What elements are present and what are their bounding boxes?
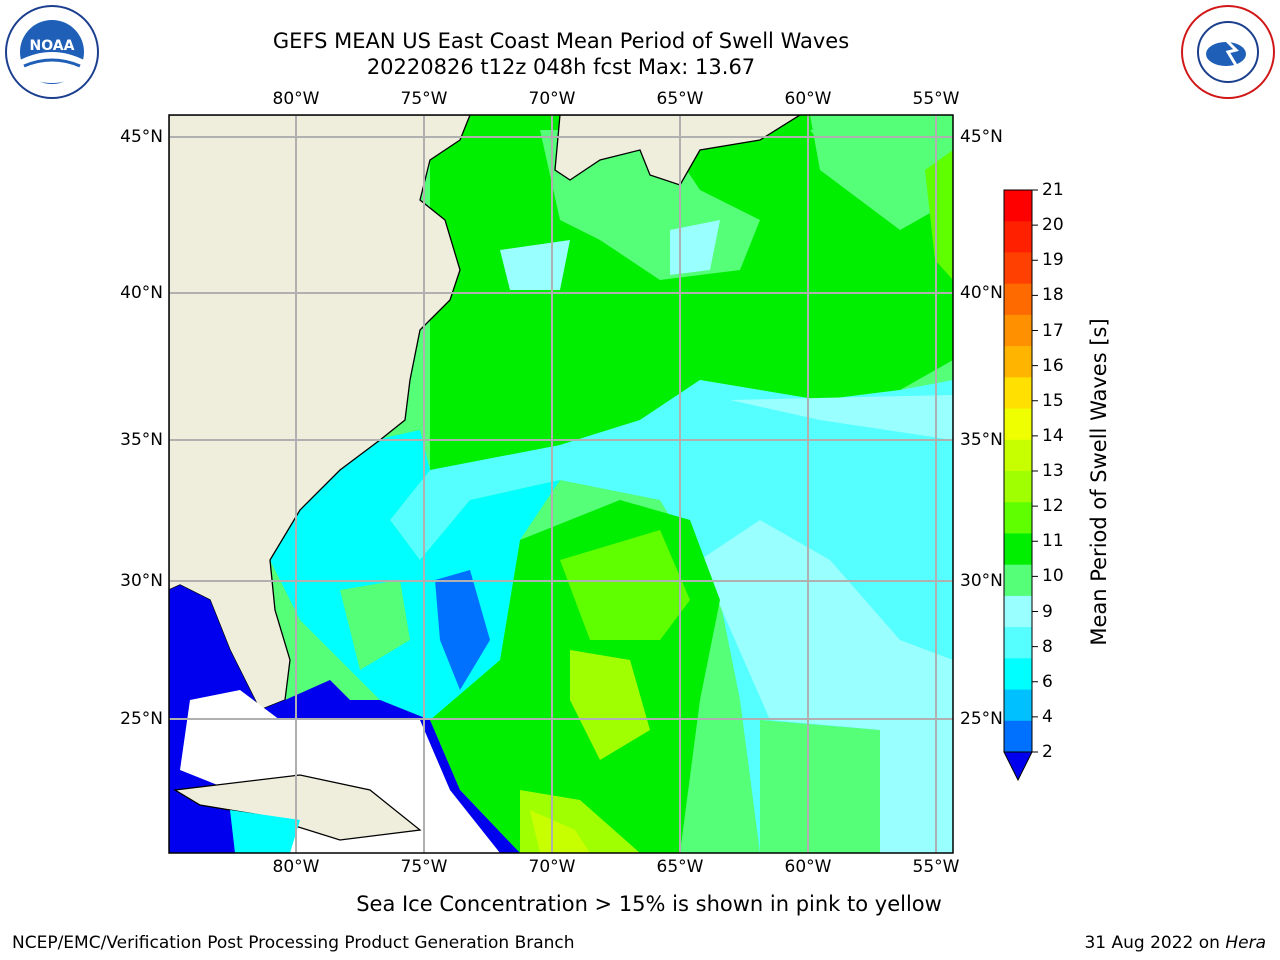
colorbar-segment [1004,377,1032,410]
colorbar-segment [1004,314,1032,347]
footer-date: 31 Aug 2022 on [1084,933,1226,953]
lat-label-right: 30°N [960,571,1003,591]
colorbar-tick-label: 18 [1042,285,1064,306]
land-canada [554,115,802,186]
lat-label-right: 40°N [960,283,1003,303]
footer-machine: Hera [1225,933,1266,953]
colorbar-under-triangle [1003,751,1033,782]
band-11-12-south [560,530,690,640]
lat-label-left: 45°N [120,127,163,147]
colorbar-segment [1004,627,1032,659]
lon-label-top: 60°W [784,89,832,109]
footer-left: NCEP/EMC/Verification Post Processing Pr… [12,933,575,953]
band-9-10-northeast [810,120,953,230]
colorbar-tick-label: 16 [1042,355,1064,376]
colorbar-segment [1004,221,1032,253]
nws-emblem-icon [1181,5,1275,99]
colorbar-segment [1004,720,1032,753]
colorbar-tick-label: 10 [1042,566,1064,587]
colorbar-segment [1004,564,1032,597]
band-9-10-southeast [760,720,880,853]
colorbar-segment [1004,408,1032,441]
map-frame [168,114,954,854]
colorbar-segment [1004,689,1032,722]
lon-label-top: 70°W [528,89,576,109]
colorbar-segment [1004,502,1032,534]
colorbar-segment [1004,439,1032,472]
colorbar-tick-label: 6 [1042,671,1053,692]
lat-label-left: 40°N [120,283,163,303]
footer-right: 31 Aug 2022 on Hera [1084,933,1266,953]
lat-label-right: 35°N [960,430,1003,450]
band-12-13-south [570,650,650,760]
noaa-logo-text: NOAA [29,38,75,54]
band-9-10-bahamas [340,580,410,670]
colorbar-tick-label: 19 [1042,250,1064,271]
colorbar-segment [1004,190,1032,222]
band-4-6-caribbean [230,810,300,853]
graticule [169,115,953,853]
nws-logo [1180,4,1276,100]
chart-title-line1: GEFS MEAN US East Coast Mean Period of S… [272,29,850,53]
colorbar-tick-label: 13 [1042,461,1064,481]
lon-label-bottom: 80°W [272,857,320,877]
colorbar-tick-label: 4 [1042,706,1053,727]
lon-label-top: 75°W [400,89,448,109]
colorbar-tick-label: 20 [1042,215,1064,236]
colorbar-tick-label: 15 [1042,390,1064,411]
lon-label-bottom: 75°W [400,857,448,877]
band-11-12-east [925,150,953,280]
band-4-6-coastal [270,430,560,720]
band-8-9-central [730,395,953,440]
lat-label-left: 30°N [120,571,163,591]
lon-label-bottom: 70°W [528,857,576,877]
colorbar-tick-label: 17 [1042,320,1064,341]
colorbar [1003,189,1038,782]
band-2-4-offshore [435,570,490,690]
colorbar-segment [1004,471,1032,503]
colorbar-tick-label: 8 [1042,636,1053,657]
sea-ice-note: Sea Ice Concentration > 15% is shown in … [356,892,942,916]
lat-label-right: 25°N [960,709,1003,729]
colorbar-tick-label: 2 [1042,742,1053,762]
lon-label-bottom: 65°W [656,857,704,877]
chart-title-line2: 20220826 t12z 048h fcst Max: 13.67 [366,55,756,79]
colorbar-tick-label: 12 [1042,496,1064,517]
lat-label-left: 25°N [120,709,163,729]
lat-label-right: 45°N [960,127,1003,147]
lon-label-top: 65°W [656,89,704,109]
lon-label-bottom: 55°W [912,857,960,877]
lat-label-left: 35°N [120,430,163,450]
band-8-9-southeast [700,520,953,853]
noaa-logo: NOAA [4,4,100,100]
colorbar-segment [1004,346,1032,378]
swell-period-field [169,115,953,853]
land-cuba [173,774,422,841]
colorbar-tick-label: 21 [1042,180,1064,200]
band-13-14-caribbean [530,810,590,853]
colorbar-label: Mean Period of Swell Waves [s] [1087,318,1111,646]
lon-label-bottom: 60°W [784,857,832,877]
lon-label-top: 55°W [912,89,960,109]
colorbar-segment [1004,283,1032,316]
colorbar-segment [1004,595,1032,628]
colorbar-segment [1004,658,1032,691]
colorbar-tick-label: 11 [1042,531,1064,552]
colorbar-tick-label: 9 [1042,601,1053,622]
band-8-9-gom [670,220,720,275]
colorbar-segment [1004,533,1032,566]
colorbar-segment [1004,252,1032,285]
colorbar-tick-label: 14 [1042,425,1064,446]
lon-label-top: 80°W [272,89,320,109]
noaa-emblem-icon [5,5,99,99]
